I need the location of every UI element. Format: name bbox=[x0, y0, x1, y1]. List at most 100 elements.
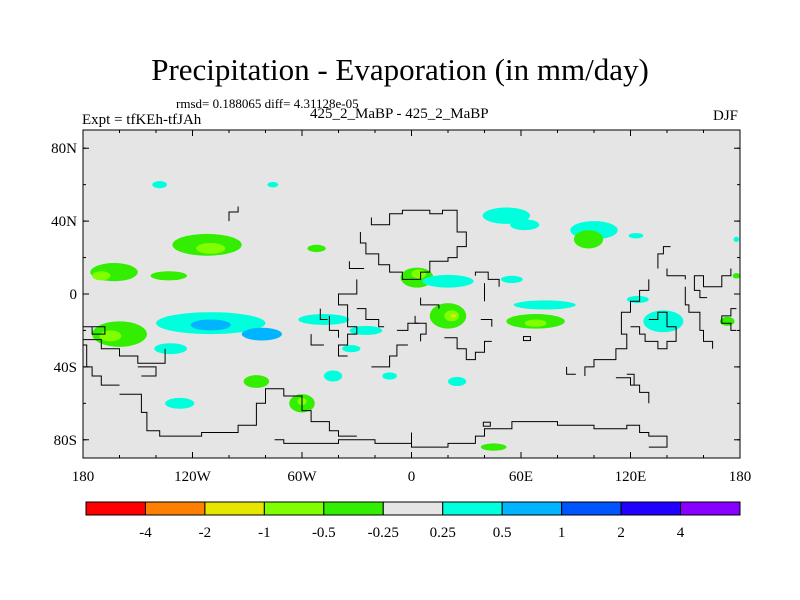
anomaly-region bbox=[323, 370, 343, 382]
coastline-segment bbox=[444, 337, 492, 361]
coastline-segment bbox=[83, 326, 106, 335]
experiment-label: Expt = tfKEh-tfJAh bbox=[82, 112, 202, 128]
coastline-segment bbox=[615, 377, 650, 404]
colorbar-swatch bbox=[204, 501, 265, 516]
coastline-segment bbox=[137, 366, 157, 377]
colorbar-label: -1 bbox=[258, 525, 271, 541]
coastline-segment bbox=[83, 339, 166, 364]
colorbar-swatch bbox=[620, 501, 682, 516]
anomaly-region bbox=[411, 269, 427, 279]
anomaly-region bbox=[267, 181, 279, 188]
anomaly-layer bbox=[90, 181, 740, 451]
coastline-segment bbox=[119, 388, 357, 437]
coastline-segment bbox=[584, 279, 650, 376]
coastline-segment bbox=[228, 206, 239, 222]
colorbar-label: -0.5 bbox=[312, 525, 336, 541]
anomaly-region bbox=[524, 319, 547, 327]
anomaly-region bbox=[573, 230, 604, 249]
anomaly-region bbox=[243, 375, 270, 388]
x-tick-label: 0 bbox=[408, 469, 416, 485]
anomaly-region bbox=[196, 242, 226, 254]
y-tick-label: 80N bbox=[51, 141, 77, 157]
anomaly-region bbox=[342, 345, 361, 353]
colorbar-swatch bbox=[561, 501, 622, 516]
y-tick-label: 40S bbox=[54, 360, 77, 376]
coastline-segment bbox=[359, 209, 467, 280]
coastline-segment bbox=[338, 279, 358, 357]
anomaly-region bbox=[190, 319, 231, 331]
coastline-segment bbox=[310, 334, 324, 346]
colorbar-swatch bbox=[382, 501, 444, 516]
anomaly-region bbox=[241, 327, 282, 341]
coastline-segment bbox=[626, 373, 635, 386]
stats-subtitle: rmsd= 0.188065 diff= 4.31128e-05 bbox=[176, 96, 359, 111]
anomaly-region bbox=[450, 314, 457, 318]
anomaly-region bbox=[500, 275, 523, 284]
plot-background bbox=[83, 130, 740, 458]
colorbar-swatch bbox=[323, 501, 384, 516]
coastline-segment bbox=[83, 344, 120, 386]
coastline-segment bbox=[348, 261, 365, 269]
coastline-segment bbox=[420, 297, 440, 309]
colorbar-label: -4 bbox=[139, 525, 152, 541]
colorbar-label: 0.5 bbox=[493, 525, 512, 541]
anomaly-region bbox=[307, 244, 326, 253]
anomaly-region bbox=[99, 330, 122, 342]
coastline-segment bbox=[666, 268, 686, 280]
coastline-segment bbox=[319, 308, 328, 320]
anomaly-region bbox=[92, 271, 111, 281]
x-tick-label: 180 bbox=[729, 469, 752, 485]
case-label: 425_2_MaBP - 425_2_MaBP bbox=[310, 106, 489, 122]
colorbar-swatch bbox=[85, 501, 146, 516]
anomaly-region bbox=[349, 325, 383, 336]
anomaly-region bbox=[628, 232, 644, 239]
coastline-segment bbox=[522, 336, 531, 342]
y-tick-label: 40N bbox=[51, 214, 77, 230]
anomaly-region bbox=[482, 207, 531, 224]
colorbar-label: -2 bbox=[199, 525, 212, 541]
colorbar-swatch bbox=[263, 501, 325, 516]
x-tick-label: 180 bbox=[72, 469, 95, 485]
anomaly-region bbox=[422, 274, 474, 288]
anomaly-region bbox=[150, 271, 188, 281]
coastline-segment bbox=[721, 308, 737, 331]
x-tick-label: 60W bbox=[287, 469, 317, 485]
y-tick-label: 0 bbox=[70, 287, 78, 303]
coastline-segment bbox=[414, 315, 427, 342]
anomaly-region bbox=[382, 372, 397, 380]
colorbar-label: -0.25 bbox=[368, 525, 399, 541]
coastline-segment bbox=[482, 421, 491, 427]
anomaly-region bbox=[733, 236, 740, 243]
y-tick-label: 80S bbox=[54, 433, 77, 449]
anomaly-region bbox=[480, 443, 507, 451]
colorbar-swatch bbox=[144, 501, 206, 516]
colorbar-label: 2 bbox=[617, 525, 625, 541]
colorbar-swatch bbox=[501, 501, 563, 516]
coastline-segment bbox=[371, 344, 408, 368]
anomaly-region bbox=[152, 181, 167, 189]
colorbar-label: 0.25 bbox=[430, 525, 456, 541]
coastline-segment bbox=[274, 421, 668, 448]
anomaly-region bbox=[448, 376, 467, 387]
anomaly-region bbox=[732, 273, 740, 279]
colorbar-swatch bbox=[442, 501, 503, 516]
x-tick-label: 120W bbox=[174, 469, 212, 485]
coastline-segment bbox=[396, 322, 419, 331]
colorbar-swatch bbox=[680, 501, 741, 516]
anomaly-region bbox=[154, 343, 188, 355]
anomaly-region bbox=[643, 310, 684, 333]
coastline-segment bbox=[474, 271, 500, 287]
coastline-segment bbox=[693, 268, 732, 299]
colorbar-label: 1 bbox=[558, 525, 566, 541]
coastline-segment bbox=[630, 311, 677, 350]
anomaly-region bbox=[165, 397, 195, 409]
coastline-segment bbox=[356, 308, 385, 328]
anomaly-region bbox=[513, 300, 576, 310]
colorbar-label: 4 bbox=[677, 525, 685, 541]
coastline-segment bbox=[566, 366, 576, 375]
chart-title: Precipitation - Evaporation (in mm/day) bbox=[151, 52, 649, 87]
coastline-segment bbox=[480, 319, 493, 327]
x-tick-label: 60E bbox=[509, 469, 533, 485]
coastline-segment bbox=[328, 315, 339, 338]
x-tick-label: 120E bbox=[615, 469, 647, 485]
